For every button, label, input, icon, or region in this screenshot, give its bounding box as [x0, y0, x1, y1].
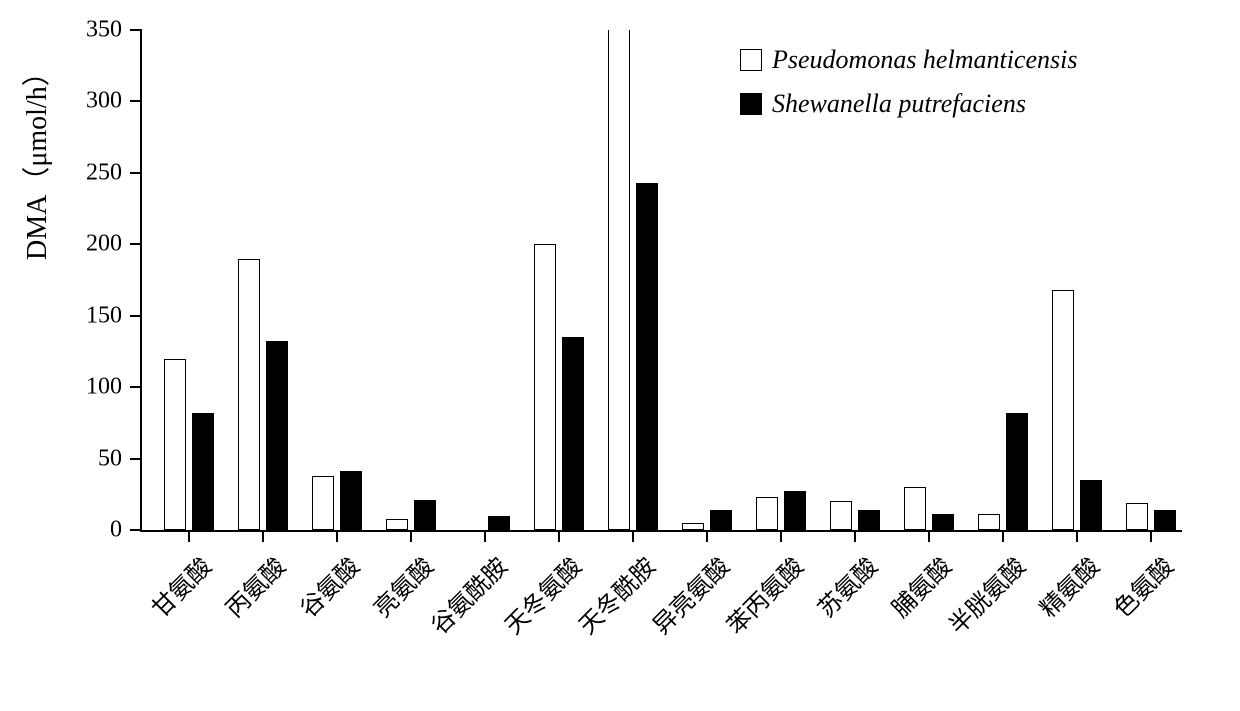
- bar: [636, 183, 658, 530]
- y-tick-label: 200: [54, 231, 122, 258]
- legend-item-1: Shewanella putrefaciens: [740, 89, 1077, 119]
- legend-item-0: Pseudomonas helmanticensis: [740, 45, 1077, 75]
- x-tick: [262, 530, 264, 542]
- y-tick-label: 350: [54, 17, 122, 44]
- x-axis-category-label: 半胱氨酸: [939, 548, 1032, 641]
- bar: [340, 471, 362, 530]
- bar: [414, 500, 436, 530]
- bar: [784, 491, 806, 530]
- bar: [534, 244, 556, 530]
- y-tick-label: 100: [54, 374, 122, 401]
- bar: [386, 519, 408, 530]
- legend-label-1: Shewanella putrefaciens: [772, 89, 1026, 119]
- bar: [192, 413, 214, 530]
- x-axis-category-label: 天冬氨酸: [495, 548, 588, 641]
- x-axis-category-label: 异亮氨酸: [643, 548, 736, 641]
- x-axis-category-label: 甘氨酸: [142, 548, 218, 624]
- x-tick: [854, 530, 856, 542]
- x-axis-category-label: 谷氨酰胺: [421, 548, 514, 641]
- x-axis-category-label: 天冬酰胺: [569, 548, 662, 641]
- y-tick-label: 300: [54, 88, 122, 115]
- y-tick-label: 150: [54, 302, 122, 329]
- y-tick-label: 50: [54, 445, 122, 472]
- legend-swatch-0: [740, 49, 762, 71]
- bar: [830, 501, 852, 530]
- bar: [932, 514, 954, 530]
- bar: [266, 341, 288, 530]
- y-tick: [130, 386, 142, 388]
- bar: [1052, 290, 1074, 530]
- bar: [710, 510, 732, 530]
- x-axis-category-label: 精氨酸: [1030, 548, 1106, 624]
- bar: [978, 514, 1000, 530]
- y-axis-title: DMA（μmol/h）: [15, 58, 55, 260]
- y-tick-label: 0: [54, 517, 122, 544]
- x-tick: [1150, 530, 1152, 542]
- bar: [858, 510, 880, 530]
- y-tick-label: 250: [54, 159, 122, 186]
- chart-container: DMA（μmol/h） Pseudomonas helmanticensis S…: [0, 0, 1240, 711]
- bar: [488, 516, 510, 530]
- y-tick: [130, 172, 142, 174]
- y-tick: [130, 100, 142, 102]
- bar: [1006, 413, 1028, 530]
- legend-label-0: Pseudomonas helmanticensis: [772, 45, 1077, 75]
- x-tick: [1076, 530, 1078, 542]
- x-tick: [928, 530, 930, 542]
- x-tick: [188, 530, 190, 542]
- x-axis-category-label: 色氨酸: [1104, 548, 1180, 624]
- bar: [238, 259, 260, 530]
- y-tick: [130, 315, 142, 317]
- x-tick: [410, 530, 412, 542]
- x-tick: [706, 530, 708, 542]
- legend: Pseudomonas helmanticensis Shewanella pu…: [740, 45, 1077, 133]
- x-axis-category-label: 谷氨酸: [290, 548, 366, 624]
- x-tick: [336, 530, 338, 542]
- x-tick: [780, 530, 782, 542]
- y-tick: [130, 529, 142, 531]
- legend-swatch-1: [740, 93, 762, 115]
- bar: [904, 487, 926, 530]
- bar: [164, 359, 186, 530]
- x-axis-category-label: 丙氨酸: [216, 548, 292, 624]
- bar: [682, 523, 704, 530]
- bar: [1154, 510, 1176, 530]
- x-tick: [558, 530, 560, 542]
- x-axis-category-label: 苯丙氨酸: [717, 548, 810, 641]
- bar: [312, 476, 334, 530]
- y-tick: [130, 458, 142, 460]
- y-tick: [130, 29, 142, 31]
- bar: [1080, 480, 1102, 530]
- y-tick: [130, 243, 142, 245]
- bar: [1126, 503, 1148, 530]
- bar: [756, 497, 778, 530]
- x-axis-category-label: 苏氨酸: [808, 548, 884, 624]
- x-tick: [1002, 530, 1004, 542]
- x-tick: [484, 530, 486, 542]
- bar: [562, 337, 584, 530]
- bar: [608, 30, 630, 530]
- x-tick: [632, 530, 634, 542]
